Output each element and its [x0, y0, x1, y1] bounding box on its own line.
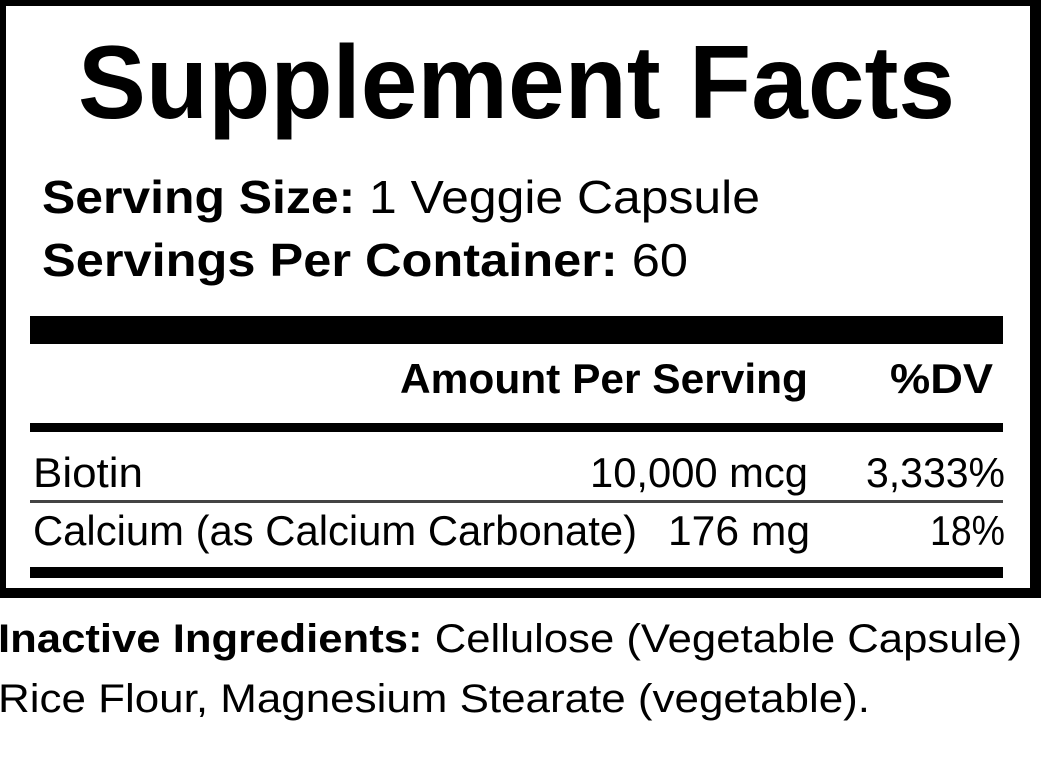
row-biotin-dv: 3,333% — [866, 449, 1005, 496]
header-divider — [30, 423, 1003, 432]
row-calcium-dv: 18% — [930, 507, 1005, 554]
column-header-amount: Amount Per Serving — [400, 355, 808, 402]
row-biotin-amount: 10,000 mcg — [590, 449, 808, 496]
inactive-ingredients-text1: Cellulose (Vegetable Capsule) — [434, 617, 1022, 661]
row-calcium-name: Calcium (as Calcium Carbonate) — [33, 507, 637, 554]
inactive-ingredients-line2: Rice Flour, Magnesium Stearate (vegetabl… — [0, 677, 870, 721]
serving-size-label: Serving Size: — [42, 171, 356, 223]
row-calcium-amount: 176 mg — [668, 507, 810, 554]
servings-per-container-value: 60 — [631, 234, 688, 286]
serving-size: Serving Size: 1 Veggie Capsule — [42, 174, 760, 220]
bottom-divider — [30, 567, 1003, 578]
servings-per-container: Servings Per Container: 60 — [42, 237, 688, 283]
inactive-ingredients-line1: Inactive Ingredients: Cellulose (Vegetab… — [0, 619, 1022, 659]
servings-per-container-label: Servings Per Container: — [42, 234, 618, 286]
supplement-facts-panel — [0, 0, 1041, 598]
thick-divider — [30, 316, 1003, 344]
column-header-dv: %DV — [890, 355, 993, 402]
serving-size-value: 1 Veggie Capsule — [369, 171, 760, 223]
row-divider — [30, 500, 1003, 503]
inactive-ingredients-label: Inactive Ingredients: — [0, 617, 423, 661]
panel-title: Supplement Facts — [78, 25, 955, 141]
row-biotin-name: Biotin — [33, 449, 143, 496]
